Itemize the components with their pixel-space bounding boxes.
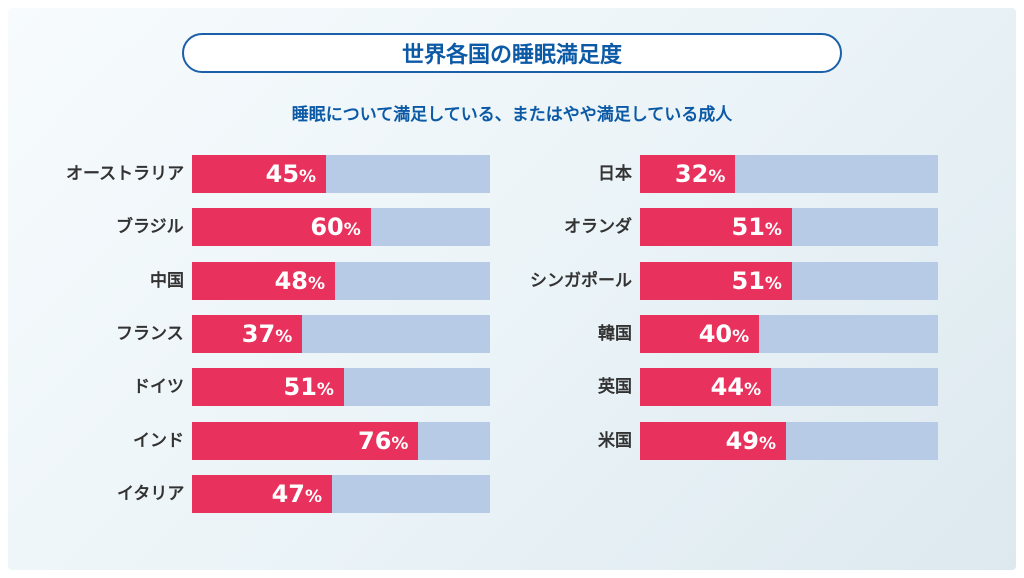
bar: 47% — [192, 475, 333, 513]
bar-category-label: 中国 — [150, 271, 184, 291]
bar-value-label: 40% — [698, 320, 750, 348]
bar: 60% — [192, 208, 371, 246]
bar-track: 48% — [192, 262, 490, 300]
bar-value-label: 60% — [310, 213, 361, 241]
bar-track: 76% — [192, 422, 490, 460]
bar-category-label: ブラジル — [116, 217, 184, 237]
bar-value-label: 37% — [241, 320, 293, 348]
chart-title: 世界各国の睡眠満足度 — [182, 33, 842, 73]
bar: 40% — [640, 315, 760, 353]
bar-track: 51% — [192, 368, 490, 406]
chart-title-text: 世界各国の睡眠満足度 — [401, 43, 622, 68]
bar: 37% — [192, 315, 303, 353]
bar: 51% — [640, 208, 792, 246]
bar-value-label: 44% — [710, 373, 762, 401]
bar: 48% — [192, 262, 336, 300]
bar-category-label: 韓国 — [598, 324, 632, 344]
bar-category-label: 米国 — [598, 431, 632, 451]
bar-category-label: フランス — [116, 324, 184, 344]
bar-track: 60% — [192, 208, 490, 246]
bar-track: 49% — [640, 422, 938, 460]
bar: 51% — [640, 262, 792, 300]
bar-value-label: 51% — [731, 213, 782, 241]
bar-track: 51% — [640, 262, 938, 300]
chart-card: 世界各国の睡眠満足度 睡眠について満足している、またはやや満足している成人 オー… — [8, 8, 1016, 570]
bar-value-label: 49% — [725, 427, 777, 455]
bar-track: 37% — [192, 315, 490, 353]
bar: 51% — [192, 368, 344, 406]
bar-value-label: 47% — [271, 480, 323, 508]
bar: 45% — [192, 155, 327, 193]
bar-value-label: 48% — [274, 267, 326, 295]
bar: 32% — [640, 155, 736, 193]
bar-category-label: オーストラリア — [66, 164, 185, 184]
bar-value-label: 32% — [674, 160, 726, 188]
bar-category-label: 英国 — [598, 377, 632, 397]
bar: 44% — [640, 368, 772, 406]
bar-track: 44% — [640, 368, 938, 406]
bar-value-label: 76% — [358, 427, 409, 455]
bar: 76% — [192, 422, 419, 460]
bar-value-label: 51% — [731, 267, 782, 295]
bar-category-label: 日本 — [598, 164, 632, 184]
bar-track: 45% — [192, 155, 490, 193]
bar-track: 47% — [192, 475, 490, 513]
bar-category-label: シンガポール — [530, 271, 632, 291]
bar-track: 51% — [640, 208, 938, 246]
bar-category-label: イタリア — [117, 484, 185, 504]
bar-track: 40% — [640, 315, 938, 353]
bar-category-label: オランダ — [564, 217, 632, 237]
chart-subtitle: 睡眠について満足している、またはやや満足している成人 — [291, 105, 733, 125]
bar-value-label: 45% — [265, 160, 317, 188]
bar: 49% — [640, 422, 787, 460]
bar-category-label: インド — [133, 431, 184, 451]
bar-track: 32% — [640, 155, 938, 193]
bar-category-label: ドイツ — [133, 377, 184, 397]
bar-value-label: 51% — [283, 373, 334, 401]
